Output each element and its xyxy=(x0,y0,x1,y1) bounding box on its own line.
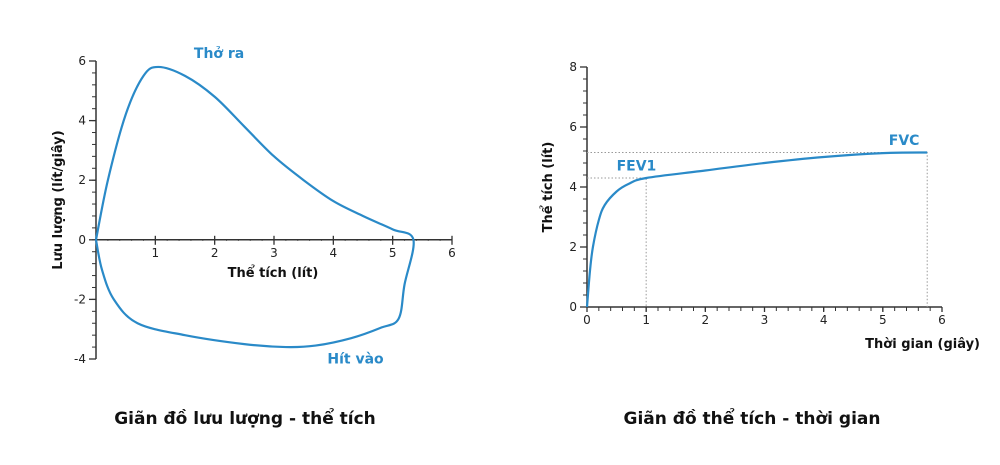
x-tick-label: 6 xyxy=(938,313,946,327)
y-tick-label: 0 xyxy=(78,233,86,247)
y-tick-label: -4 xyxy=(74,352,86,366)
volume-time-chart: 0 1 2 3 4 5 6 0 2 4 6 8 Thời gian (giây) Thể tích (lí… xyxy=(540,60,980,352)
caption-volume-time: Giãn đồ thể tích - thời gian xyxy=(624,407,881,429)
series-line xyxy=(94,65,415,349)
reference-guide-fvc xyxy=(587,152,928,307)
reference-guide-fev1 xyxy=(587,177,647,307)
y-axis-label: Lưu lượng (lít/giây) xyxy=(51,130,66,269)
x-tick-label: 6 xyxy=(448,246,456,260)
x-tick-label: 2 xyxy=(702,313,710,327)
y-tick-label: 2 xyxy=(78,173,86,187)
x-tick-label: 4 xyxy=(330,246,338,260)
x-tick-label: 5 xyxy=(389,246,397,260)
y-tick-label: 4 xyxy=(569,180,577,194)
x-tick-label: 4 xyxy=(820,313,828,327)
x-tick-label: 1 xyxy=(152,246,160,260)
x-axis-label: Thời gian (giây) xyxy=(865,337,980,352)
x-tick-label: 0 xyxy=(583,313,591,327)
caption-flow-volume: Giãn đồ lưu lượng - thể tích xyxy=(114,407,376,429)
y-tick-label: 8 xyxy=(569,60,577,74)
x-axis-label: Thể tích (lít) xyxy=(228,265,319,281)
series-line xyxy=(585,151,928,308)
y-tick-label: 0 xyxy=(569,300,577,314)
y-tick-label: 6 xyxy=(78,54,86,68)
y-tick-label: 6 xyxy=(569,120,577,134)
y-axis-label: Thể tích (lít) xyxy=(540,142,556,233)
annotation-label: FEV1 xyxy=(617,159,657,175)
y-tick-label: 4 xyxy=(78,114,86,128)
x-tick-label: 3 xyxy=(270,246,278,260)
y-tick-label: -2 xyxy=(74,292,86,306)
y-tick-label: 2 xyxy=(569,240,577,254)
annotation-label: FVC xyxy=(889,133,920,149)
x-tick-label: 1 xyxy=(642,313,650,327)
annotation-label: Hít vào xyxy=(327,351,384,367)
x-tick-label: 3 xyxy=(761,313,769,327)
x-tick-label: 5 xyxy=(879,313,887,327)
annotation-label: Thở ra xyxy=(194,46,244,62)
x-tick-label: 2 xyxy=(211,246,219,260)
flow-volume-chart: 1 2 3 4 5 6 -4 -2 0 2 4 6 Thể tích (lít) Lưu lượng (l… xyxy=(51,46,456,367)
